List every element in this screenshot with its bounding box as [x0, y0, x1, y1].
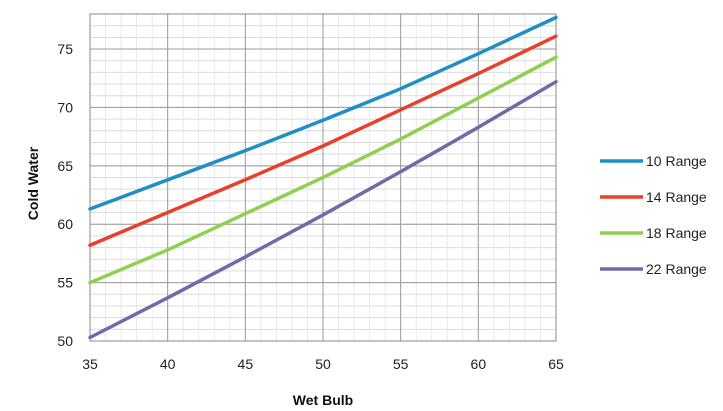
- y-tick-label: 65: [57, 158, 73, 174]
- legend-entry-label: 14 Range: [646, 189, 707, 205]
- y-axis-ticks: 50 55 60 65 70 75: [57, 41, 73, 349]
- legend: 10 Range 14 Range 18 Range 22 Range: [600, 153, 707, 277]
- x-tick-label: 45: [238, 356, 254, 372]
- series-line-14-range: [88, 34, 558, 247]
- plot-area-frame: [89, 13, 557, 342]
- y-axis-title: Cold Water: [25, 146, 41, 220]
- series-lines: [88, 15, 558, 340]
- x-tick-label: 60: [471, 356, 487, 372]
- x-tick-label: 55: [393, 356, 409, 372]
- x-axis-title: Wet Bulb: [293, 392, 353, 408]
- series-line-10-range: [88, 15, 558, 211]
- x-axis-ticks: 35 40 45 50 55 60 65: [82, 356, 564, 372]
- legend-entry-label: 22 Range: [646, 261, 707, 277]
- x-tick-label: 35: [82, 356, 98, 372]
- x-tick-label: 65: [548, 356, 564, 372]
- y-tick-label: 55: [57, 275, 73, 291]
- x-tick-label: 40: [160, 356, 176, 372]
- legend-entry-label: 18 Range: [646, 225, 707, 241]
- y-tick-label: 70: [57, 99, 73, 115]
- y-tick-label: 75: [57, 41, 73, 57]
- legend-entry-label: 10 Range: [646, 153, 707, 169]
- y-tick-label: 60: [57, 216, 73, 232]
- series-line-18-range: [88, 55, 558, 285]
- series-line-22-range: [88, 79, 558, 340]
- x-tick-label: 50: [315, 356, 331, 372]
- y-tick-label: 50: [57, 333, 73, 349]
